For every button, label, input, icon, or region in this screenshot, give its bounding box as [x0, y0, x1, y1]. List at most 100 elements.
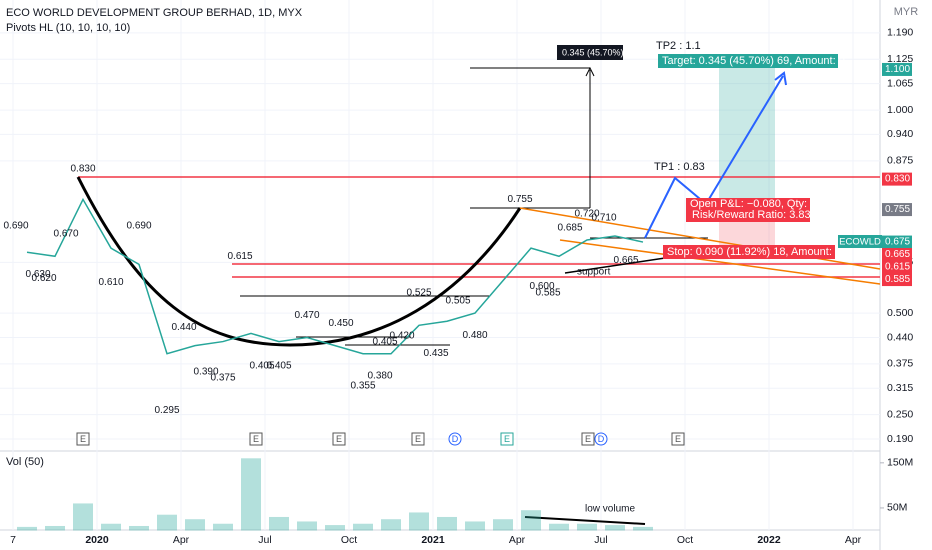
annotation: 0.345 (45.70%) 69	[562, 47, 636, 57]
symbol-label: ECOWLD	[839, 237, 881, 248]
volume-bar	[381, 519, 401, 531]
y-tick-label: 150M	[887, 457, 913, 469]
pivot-label: 0.755	[507, 194, 532, 205]
event-label: E	[585, 434, 591, 444]
price-label: 0.755	[885, 204, 910, 215]
price-label-box	[882, 203, 912, 217]
price-label: 0.830	[885, 174, 910, 185]
pivot-label: 0.710	[591, 212, 616, 223]
event-marker	[411, 432, 425, 446]
volume-bar	[241, 458, 261, 531]
volume-title: Vol (50)	[6, 456, 44, 468]
price-label-box	[882, 260, 912, 274]
pivot-label: 0.665	[613, 255, 638, 266]
x-tick-label: Oct	[677, 534, 693, 546]
pivot-label: 0.585	[535, 287, 560, 298]
projection-path	[644, 75, 784, 239]
pivot-label: 0.830	[70, 164, 95, 175]
pivot-label: 0.690	[3, 221, 28, 232]
target-box	[658, 54, 838, 68]
price-label-box	[882, 172, 912, 186]
volume-trend	[524, 516, 646, 525]
x-tick-label: Jul	[594, 534, 607, 546]
annotation: TP1 : 0.83	[654, 161, 705, 173]
volume-bar	[521, 510, 541, 531]
volume-bar	[213, 523, 233, 531]
price-label-box	[882, 248, 912, 262]
y-tick-label: 0.375	[887, 358, 913, 370]
symbol-box	[838, 235, 882, 248]
event-marker	[76, 432, 90, 446]
x-tick-label: Apr	[509, 534, 526, 546]
volume-bar	[353, 523, 373, 531]
volume-bar	[45, 525, 65, 531]
trend-line	[559, 239, 881, 285]
y-tick-label: 1.190	[887, 27, 913, 39]
x-tick-label: 7	[10, 534, 16, 546]
y-tick-label: 0.940	[887, 128, 913, 140]
event-label: D	[598, 434, 605, 444]
event-label: E	[415, 434, 421, 444]
event-marker	[581, 432, 595, 446]
price-label: 0.675	[885, 237, 910, 248]
pivot-label: 0.420	[389, 330, 414, 341]
volume-bar	[157, 514, 177, 531]
pivot-label: 0.355	[350, 381, 375, 392]
volume-bar	[465, 521, 485, 531]
pivot-label: 0.450	[328, 318, 353, 329]
annotation: Stop: 0.090 (11.92%) 18, Amount: 0	[667, 246, 841, 258]
event-marker	[594, 432, 608, 446]
price-label: 0.615	[885, 262, 910, 273]
volume-bar	[493, 519, 513, 531]
pivot-label: 0.505	[445, 296, 470, 307]
pivot-label: 0.670	[53, 229, 78, 240]
pivot-label: 0.405	[372, 336, 397, 347]
event-label: E	[80, 434, 86, 444]
pivot-label: 0.380	[367, 371, 392, 382]
event-label: E	[504, 434, 510, 444]
y-tick-label: 0.250	[887, 408, 913, 420]
event-label: E	[675, 434, 681, 444]
volume-bar	[605, 525, 625, 531]
volume-bar	[185, 519, 205, 531]
y-tick-label: 0.190	[887, 433, 913, 445]
x-tick-label: Oct	[341, 534, 357, 546]
pivot-label: 0.470	[294, 310, 319, 321]
pivot-label: 0.690	[126, 221, 151, 232]
event-marker	[332, 432, 346, 446]
price-label: 0.665	[885, 249, 910, 260]
y-tick-label: 0.440	[887, 331, 913, 343]
x-tick-label: Apr	[173, 534, 190, 546]
pivot-label: 0.480	[462, 330, 487, 341]
arrow-head	[585, 66, 595, 77]
event-label: E	[336, 434, 342, 444]
event-label: D	[452, 434, 459, 444]
arrow-head	[774, 71, 787, 86]
support-line	[564, 257, 666, 274]
pivot-label: 0.600	[529, 281, 554, 292]
chart-title: ECO WORLD DEVELOPMENT GROUP BERHAD, 1D, …	[6, 7, 303, 19]
currency: MYR	[894, 6, 919, 18]
price-line	[26, 197, 644, 355]
target-zone	[719, 68, 775, 209]
event-marker	[448, 432, 462, 446]
annotation: Risk/Reward Ratio: 3.83	[692, 209, 811, 221]
x-tick-label: Apr	[845, 534, 862, 546]
pivot-label: 0.405	[249, 360, 274, 371]
y-tick-label: 0.315	[887, 382, 913, 394]
annotation: low volume	[585, 504, 635, 515]
price-label-box	[882, 62, 912, 76]
price-label: 1.100	[885, 64, 910, 75]
indicator-label: Pivots HL (10, 10, 10, 10)	[6, 22, 130, 34]
x-tick-label: Jul	[258, 534, 271, 546]
text-layer: ECO WORLD DEVELOPMENT GROUP BERHAD, 1D, …	[6, 6, 918, 515]
volume-bar	[129, 525, 149, 531]
volume-bar	[101, 523, 121, 531]
price-label: 0.585	[885, 274, 910, 285]
annotation: Open P&L: −0.080, Qty: 0	[690, 198, 816, 210]
volume-bar	[437, 516, 457, 531]
y-tick-label: 50M	[887, 502, 907, 514]
pivot-label: 0.720	[574, 208, 599, 219]
event-marker	[671, 432, 685, 446]
